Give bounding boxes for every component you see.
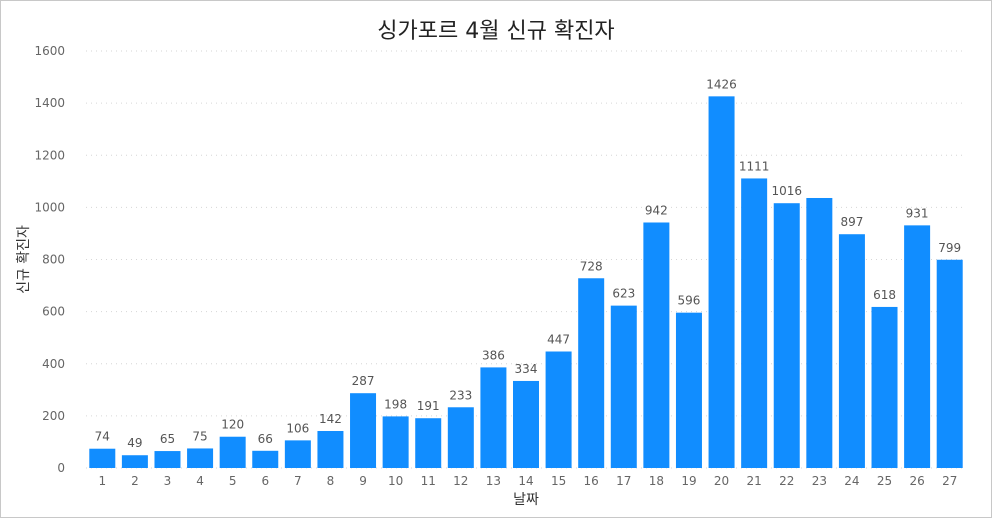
data-label: 198: [384, 397, 407, 411]
bar: [936, 259, 963, 468]
bar: [578, 278, 605, 468]
bar: [545, 351, 572, 468]
x-tick-label: 5: [229, 474, 237, 488]
x-tick-label: 2: [131, 474, 139, 488]
data-label: 65: [160, 432, 175, 446]
bar: [480, 367, 507, 468]
y-tick-label: 1000: [34, 200, 65, 214]
data-label: 66: [258, 432, 273, 446]
x-tick-label: 1: [98, 474, 106, 488]
x-tick-label: 24: [844, 474, 859, 488]
bar: [741, 178, 768, 468]
bar: [513, 380, 539, 468]
data-label: 1016: [771, 184, 802, 198]
x-axis-title: 날짜: [513, 492, 539, 508]
bar: [610, 305, 637, 468]
bar: [187, 448, 214, 468]
x-tick-label: 11: [421, 474, 436, 488]
bar: [121, 455, 148, 468]
data-label: 1111: [739, 159, 770, 173]
y-tick-label: 0: [57, 461, 65, 475]
data-label: 1426: [706, 77, 737, 91]
bar: [675, 312, 702, 468]
bar: [871, 306, 898, 468]
data-label: 386: [482, 348, 505, 362]
x-tick-label: 19: [681, 474, 696, 488]
bar: [806, 197, 833, 468]
data-label: 334: [515, 362, 538, 376]
bar: [382, 416, 409, 468]
data-label: 596: [678, 294, 701, 308]
x-tick-label: 6: [261, 474, 269, 488]
x-tick-label: 3: [164, 474, 172, 488]
data-label: 233: [449, 388, 472, 402]
x-tick-label: 7: [294, 474, 302, 488]
bar: [708, 96, 735, 468]
y-tick-label: 600: [42, 305, 65, 319]
x-tick-label: 13: [486, 474, 501, 488]
bar: [904, 225, 931, 468]
data-label: 191: [417, 399, 440, 413]
data-label: 942: [645, 203, 668, 217]
bar: [838, 234, 865, 468]
data-label: 106: [286, 421, 309, 435]
y-tick-label: 400: [42, 357, 65, 371]
data-label: 728: [580, 259, 603, 273]
x-tick-label: 17: [616, 474, 631, 488]
bar: [773, 203, 800, 468]
y-axis-title: 신규 확진자: [16, 225, 32, 294]
y-tick-label: 1200: [34, 148, 65, 162]
x-tick-label: 9: [359, 474, 367, 488]
data-label: 120: [221, 418, 244, 432]
x-tick-label: 8: [327, 474, 335, 488]
x-tick-label: 26: [909, 474, 924, 488]
data-label: 49: [127, 436, 142, 450]
data-label: 287: [352, 374, 375, 388]
y-tick-label: 1400: [34, 96, 65, 110]
y-tick-label: 1600: [34, 44, 65, 58]
bar: [284, 440, 311, 468]
x-tick-label: 12: [453, 474, 468, 488]
bar: [643, 222, 670, 468]
chart-title: 싱가포르 4월 신규 확진자: [377, 19, 615, 44]
x-tick-label: 18: [649, 474, 664, 488]
y-tick-label: 800: [42, 253, 65, 267]
data-label: 623: [612, 287, 635, 301]
x-tick-label: 27: [942, 474, 957, 488]
x-tick-label: 21: [747, 474, 762, 488]
bar: [89, 448, 116, 468]
data-label: 799: [938, 241, 961, 255]
data-label: 74: [95, 430, 110, 444]
data-label: 447: [547, 333, 570, 347]
data-label: 618: [873, 288, 896, 302]
y-tick-label: 200: [42, 409, 65, 423]
bar: [154, 451, 181, 468]
x-tick-label: 20: [714, 474, 729, 488]
bar: [317, 430, 344, 468]
data-label: 142: [319, 412, 342, 426]
data-label: 931: [906, 206, 929, 220]
x-tick-label: 14: [518, 474, 533, 488]
x-tick-label: 23: [812, 474, 827, 488]
x-tick-label: 25: [877, 474, 892, 488]
bar: [219, 436, 246, 468]
x-tick-label: 15: [551, 474, 566, 488]
x-tick-label: 4: [196, 474, 204, 488]
x-tick-label: 22: [779, 474, 794, 488]
bar: [252, 450, 279, 468]
x-tick-label: 16: [584, 474, 599, 488]
data-label: 897: [840, 215, 863, 229]
bar: [447, 407, 474, 468]
bar: [415, 418, 442, 468]
x-tick-label: 10: [388, 474, 403, 488]
data-label: 75: [192, 429, 207, 443]
bar: [350, 393, 377, 468]
